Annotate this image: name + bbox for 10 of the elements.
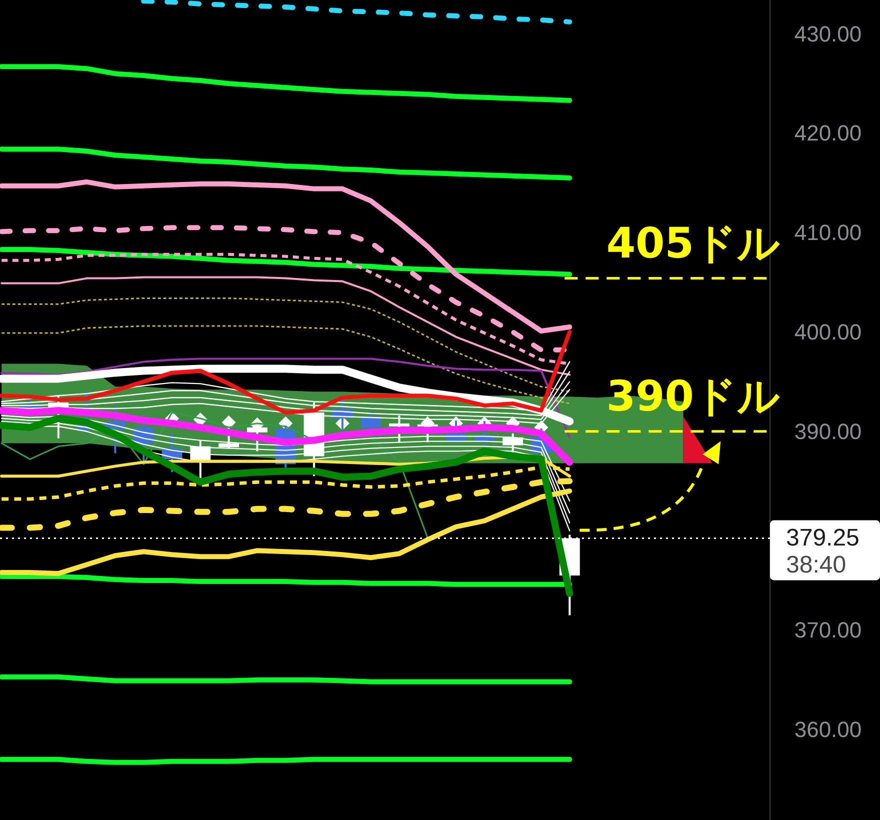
y-tick-label: 430.00: [794, 21, 862, 46]
y-tick-label: 400.00: [794, 319, 862, 344]
y-tick-label: 410.00: [794, 220, 862, 246]
y-tick-label: 370.00: [794, 618, 862, 643]
y-tick-label: 420.00: [794, 120, 862, 146]
ref-line-label: 405ドル: [606, 218, 780, 268]
text: 38:40: [786, 552, 846, 579]
ref-line-label: 379.25: [786, 524, 860, 552]
y-tick-label: 390.00: [794, 418, 862, 444]
y-tick-label: 360.00: [794, 717, 862, 742]
